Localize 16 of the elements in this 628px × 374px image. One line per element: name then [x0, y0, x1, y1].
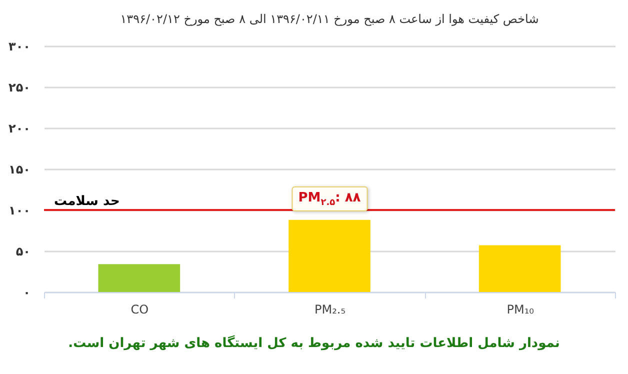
- x-tick-label: PM₂.₅: [314, 302, 346, 316]
- x-tick-label: PM₁₀: [506, 302, 534, 316]
- y-tick-label: ۲۵۰: [8, 80, 30, 94]
- y-tick-label: ۱۵۰: [8, 162, 30, 176]
- y-tick-label: ۱۰۰: [8, 204, 30, 218]
- x-tick-label: CO: [130, 302, 149, 316]
- y-tick-label: ۰: [23, 286, 30, 300]
- y-tick-label: ۵۰: [16, 244, 30, 258]
- bar: [288, 220, 370, 292]
- text: نمودار شامل اطلاعات تایید شده مربوط به کل ایستگاه های شهر تهران است.: [67, 336, 561, 351]
- y-tick-label: ۲۰۰: [8, 122, 30, 136]
- bar: [98, 264, 180, 292]
- y-tick-label: ۳۰۰: [8, 40, 30, 54]
- chart-title: شاخص کیفیت هوا از ساعت ۸ صبح مورخ ۱۳۹۶/۰۲/۱۱ الی ۸ صبح مورخ ۱۳۹۶/۰۲/۱۲: [120, 12, 539, 26]
- ref-line-label: حد سلامت: [54, 194, 120, 209]
- bar: [478, 245, 561, 292]
